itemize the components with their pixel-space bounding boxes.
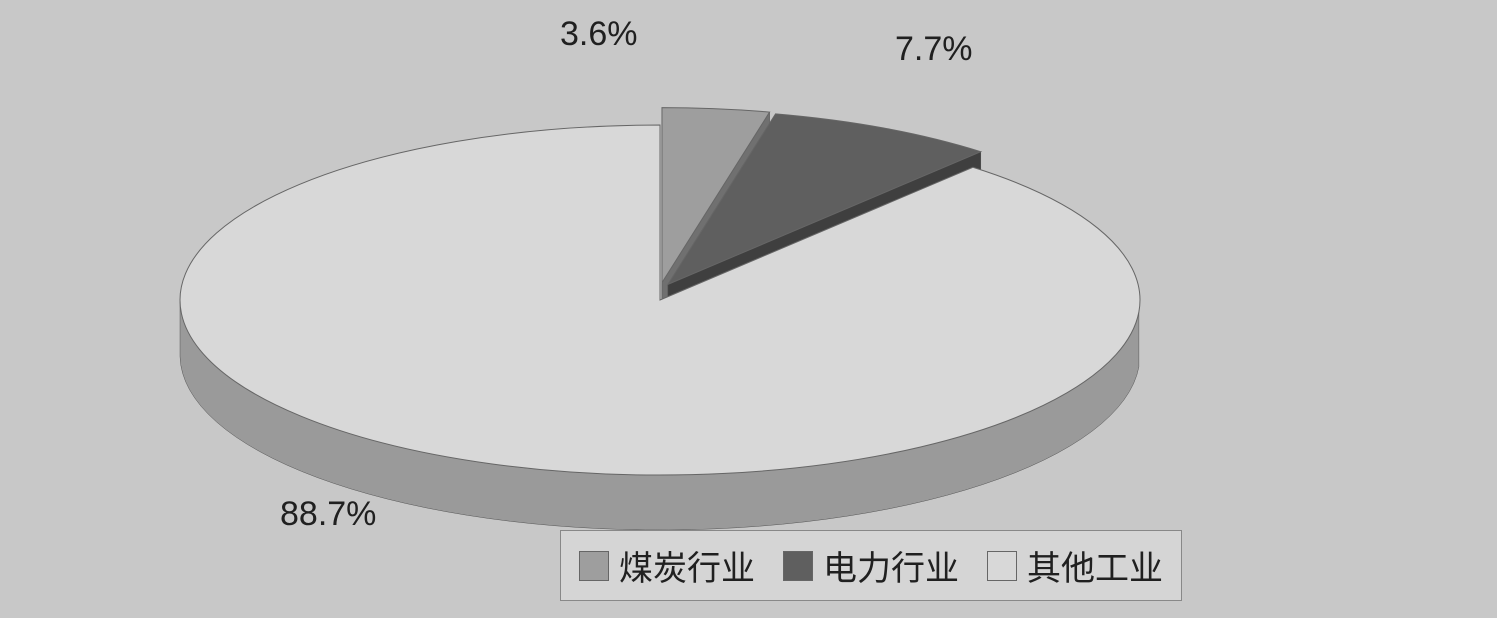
legend-label-2: 其他工业 [1027, 541, 1163, 590]
legend-item-2: 其他工业 [987, 541, 1163, 590]
legend-item-1: 电力行业 [783, 541, 959, 590]
legend-swatch-1 [783, 551, 813, 581]
legend: 煤炭行业 电力行业 其他工业 [560, 530, 1182, 601]
pie-svg [0, 0, 1497, 613]
legend-label-0: 煤炭行业 [619, 541, 755, 590]
legend-swatch-2 [987, 551, 1017, 581]
slice-label-1: 7.7% [895, 30, 973, 69]
legend-label-1: 电力行业 [823, 541, 959, 590]
legend-swatch-0 [579, 551, 609, 581]
legend-item-0: 煤炭行业 [579, 541, 755, 590]
pie-chart-3d: 3.6% 7.7% 88.7% 煤炭行业 电力行业 其他工业 [0, 0, 1497, 613]
slice-label-0: 3.6% [560, 15, 638, 54]
slice-label-2: 88.7% [280, 495, 376, 534]
